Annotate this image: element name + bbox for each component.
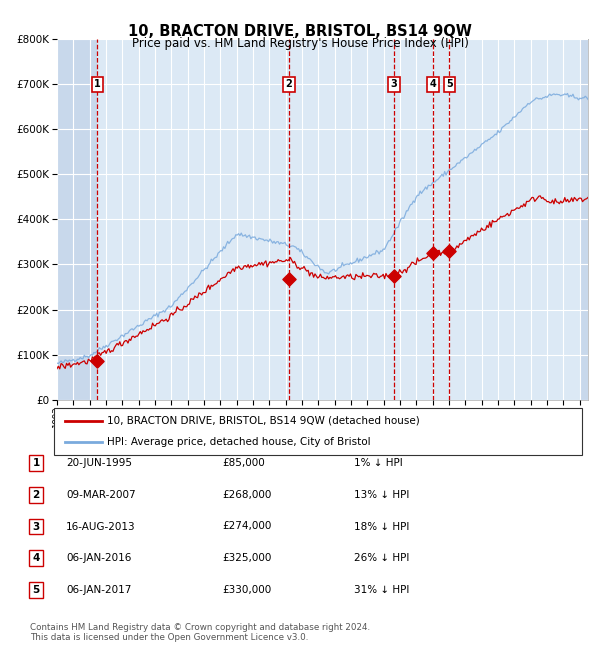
Text: 4: 4 <box>430 79 436 89</box>
Text: 20-JUN-1995: 20-JUN-1995 <box>66 458 132 468</box>
Text: 06-JAN-2017: 06-JAN-2017 <box>66 585 131 595</box>
Text: 10, BRACTON DRIVE, BRISTOL, BS14 9QW: 10, BRACTON DRIVE, BRISTOL, BS14 9QW <box>128 24 472 39</box>
Text: 1% ↓ HPI: 1% ↓ HPI <box>354 458 403 468</box>
Text: 3: 3 <box>391 79 397 89</box>
Text: 18% ↓ HPI: 18% ↓ HPI <box>354 521 409 532</box>
Text: £330,000: £330,000 <box>222 585 271 595</box>
Text: 06-JAN-2016: 06-JAN-2016 <box>66 553 131 564</box>
Point <box>428 248 438 259</box>
Text: HPI: Average price, detached house, City of Bristol: HPI: Average price, detached house, City… <box>107 437 370 447</box>
Point <box>445 246 454 256</box>
Text: 3: 3 <box>32 521 40 532</box>
Text: 5: 5 <box>32 585 40 595</box>
Point <box>389 271 398 281</box>
Point <box>92 356 102 367</box>
Text: 1: 1 <box>32 458 40 468</box>
Text: 10, BRACTON DRIVE, BRISTOL, BS14 9QW (detached house): 10, BRACTON DRIVE, BRISTOL, BS14 9QW (de… <box>107 416 419 426</box>
Text: 31% ↓ HPI: 31% ↓ HPI <box>354 585 409 595</box>
Text: 2: 2 <box>286 79 292 89</box>
Text: £268,000: £268,000 <box>222 489 271 500</box>
Text: 4: 4 <box>32 553 40 564</box>
Text: 5: 5 <box>446 79 453 89</box>
Text: 09-MAR-2007: 09-MAR-2007 <box>66 489 136 500</box>
Text: 16-AUG-2013: 16-AUG-2013 <box>66 521 136 532</box>
FancyBboxPatch shape <box>54 408 582 455</box>
Text: £85,000: £85,000 <box>222 458 265 468</box>
Bar <box>57 39 97 400</box>
Text: 2: 2 <box>32 489 40 500</box>
Text: 13% ↓ HPI: 13% ↓ HPI <box>354 489 409 500</box>
Text: 26% ↓ HPI: 26% ↓ HPI <box>354 553 409 564</box>
Point <box>284 274 293 284</box>
Text: 1: 1 <box>94 79 101 89</box>
Bar <box>580 39 588 400</box>
Text: £325,000: £325,000 <box>222 553 271 564</box>
Text: Contains HM Land Registry data © Crown copyright and database right 2024.
This d: Contains HM Land Registry data © Crown c… <box>30 623 370 642</box>
Text: £274,000: £274,000 <box>222 521 271 532</box>
Text: Price paid vs. HM Land Registry's House Price Index (HPI): Price paid vs. HM Land Registry's House … <box>131 37 469 50</box>
